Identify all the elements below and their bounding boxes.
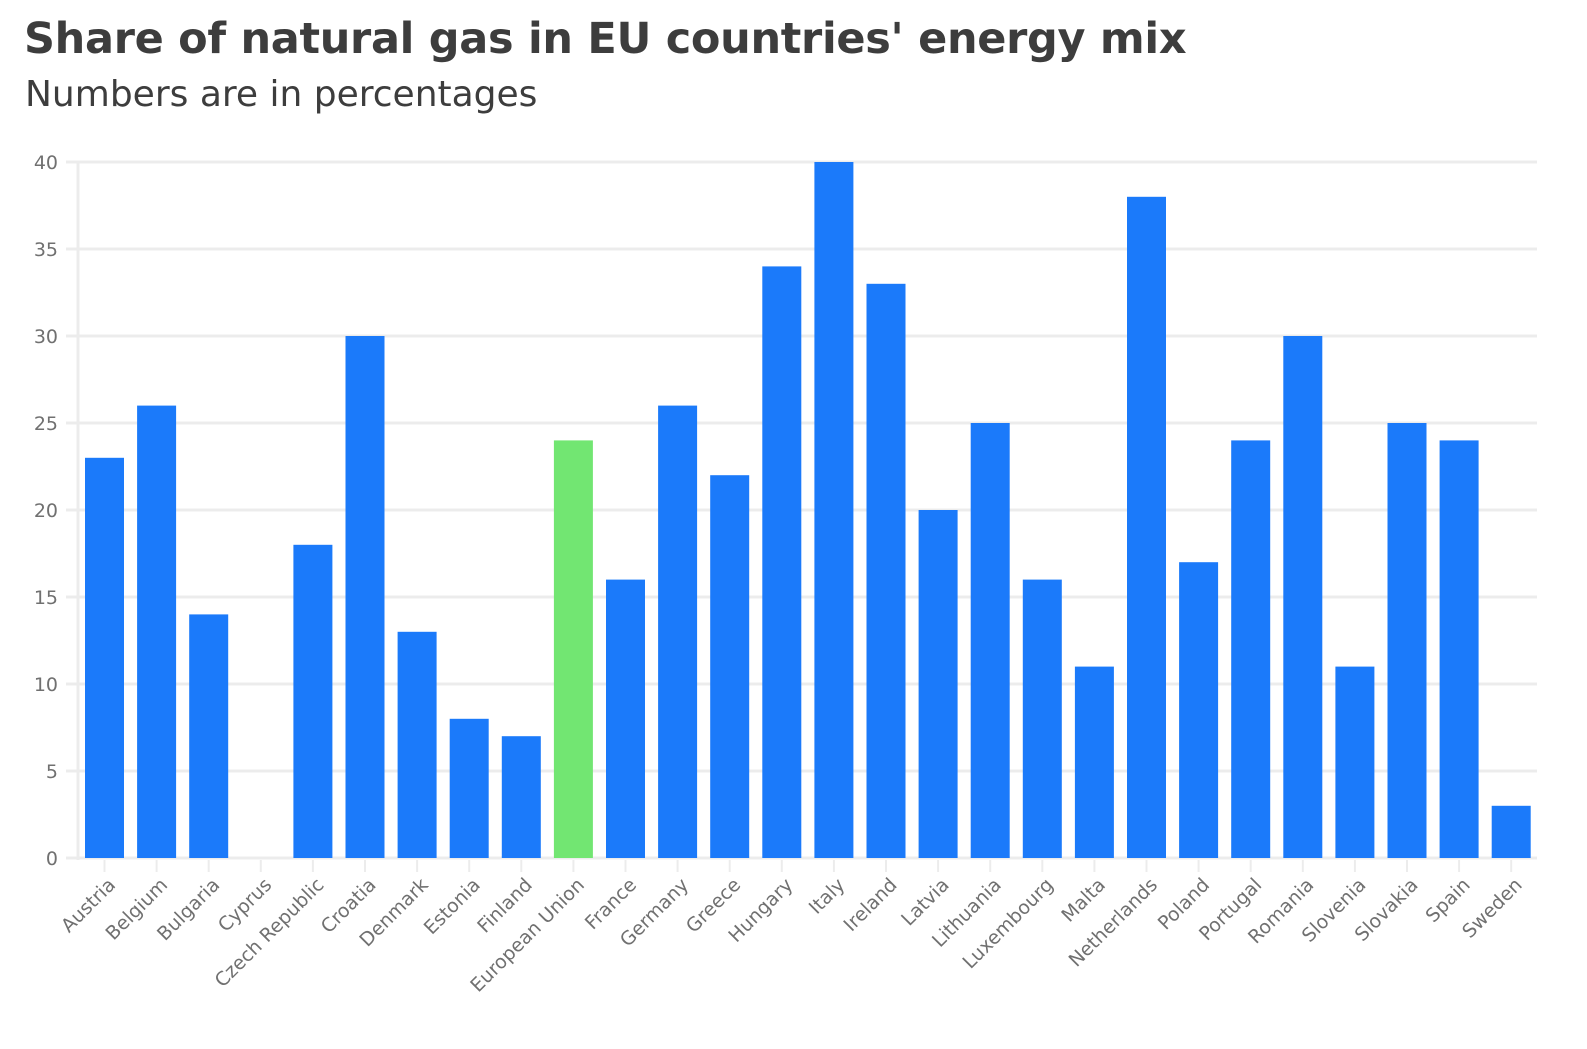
bar-estonia[interactable] (449, 718, 489, 858)
x-tick-label: Italy (805, 874, 850, 919)
bar-denmark[interactable] (397, 631, 437, 858)
bar-croatia[interactable] (345, 336, 385, 858)
x-tick-label: Luxembourg (959, 874, 1058, 973)
bar-ireland[interactable] (866, 283, 906, 858)
bar-hungary[interactable] (762, 266, 802, 858)
chart-subtitle: Numbers are in percentages (25, 74, 538, 115)
bars (85, 162, 1531, 859)
bar-belgium[interactable] (137, 405, 177, 858)
y-tick-label: 40 (34, 152, 58, 174)
y-tick-label: 20 (34, 500, 58, 522)
y-tick-label: 15 (34, 587, 58, 609)
bar-greece[interactable] (710, 475, 750, 858)
bar-netherlands[interactable] (1127, 196, 1166, 859)
bar-latvia[interactable] (918, 510, 958, 858)
bar-bulgaria[interactable] (189, 614, 229, 858)
bar-portugal[interactable] (1231, 440, 1271, 858)
bar-finland[interactable] (501, 736, 541, 858)
bar-european-union[interactable] (553, 440, 593, 858)
y-tick-label: 30 (34, 326, 58, 348)
y-tick-label: 35 (34, 239, 58, 261)
y-tick-label: 10 (34, 674, 58, 696)
bar-poland[interactable] (1179, 562, 1219, 858)
bar-slovakia[interactable] (1387, 423, 1427, 858)
y-tick-label: 25 (34, 413, 58, 435)
bar-lithuania[interactable] (970, 423, 1010, 858)
bar-germany[interactable] (658, 405, 698, 858)
bar-slovenia[interactable] (1335, 666, 1375, 858)
y-tick-label: 0 (46, 848, 58, 870)
x-tick-label: Estonia (420, 874, 485, 939)
bar-luxembourg[interactable] (1022, 579, 1062, 858)
bar-sweden[interactable] (1491, 805, 1531, 858)
bar-france[interactable] (606, 579, 645, 858)
x-tick-label: Ireland (840, 874, 902, 936)
y-axis: 0 5 10 15 20 25 30 35 40 (34, 152, 58, 870)
bar-italy[interactable] (814, 162, 854, 858)
bar-czech-republic[interactable] (293, 544, 333, 858)
y-tick-label: 5 (46, 761, 58, 783)
bar-austria[interactable] (85, 457, 124, 858)
bar-malta[interactable] (1074, 666, 1114, 858)
bar-romania[interactable] (1283, 336, 1323, 858)
bar-spain[interactable] (1439, 440, 1479, 858)
chart-title: Share of natural gas in EU countries' en… (24, 14, 1187, 64)
